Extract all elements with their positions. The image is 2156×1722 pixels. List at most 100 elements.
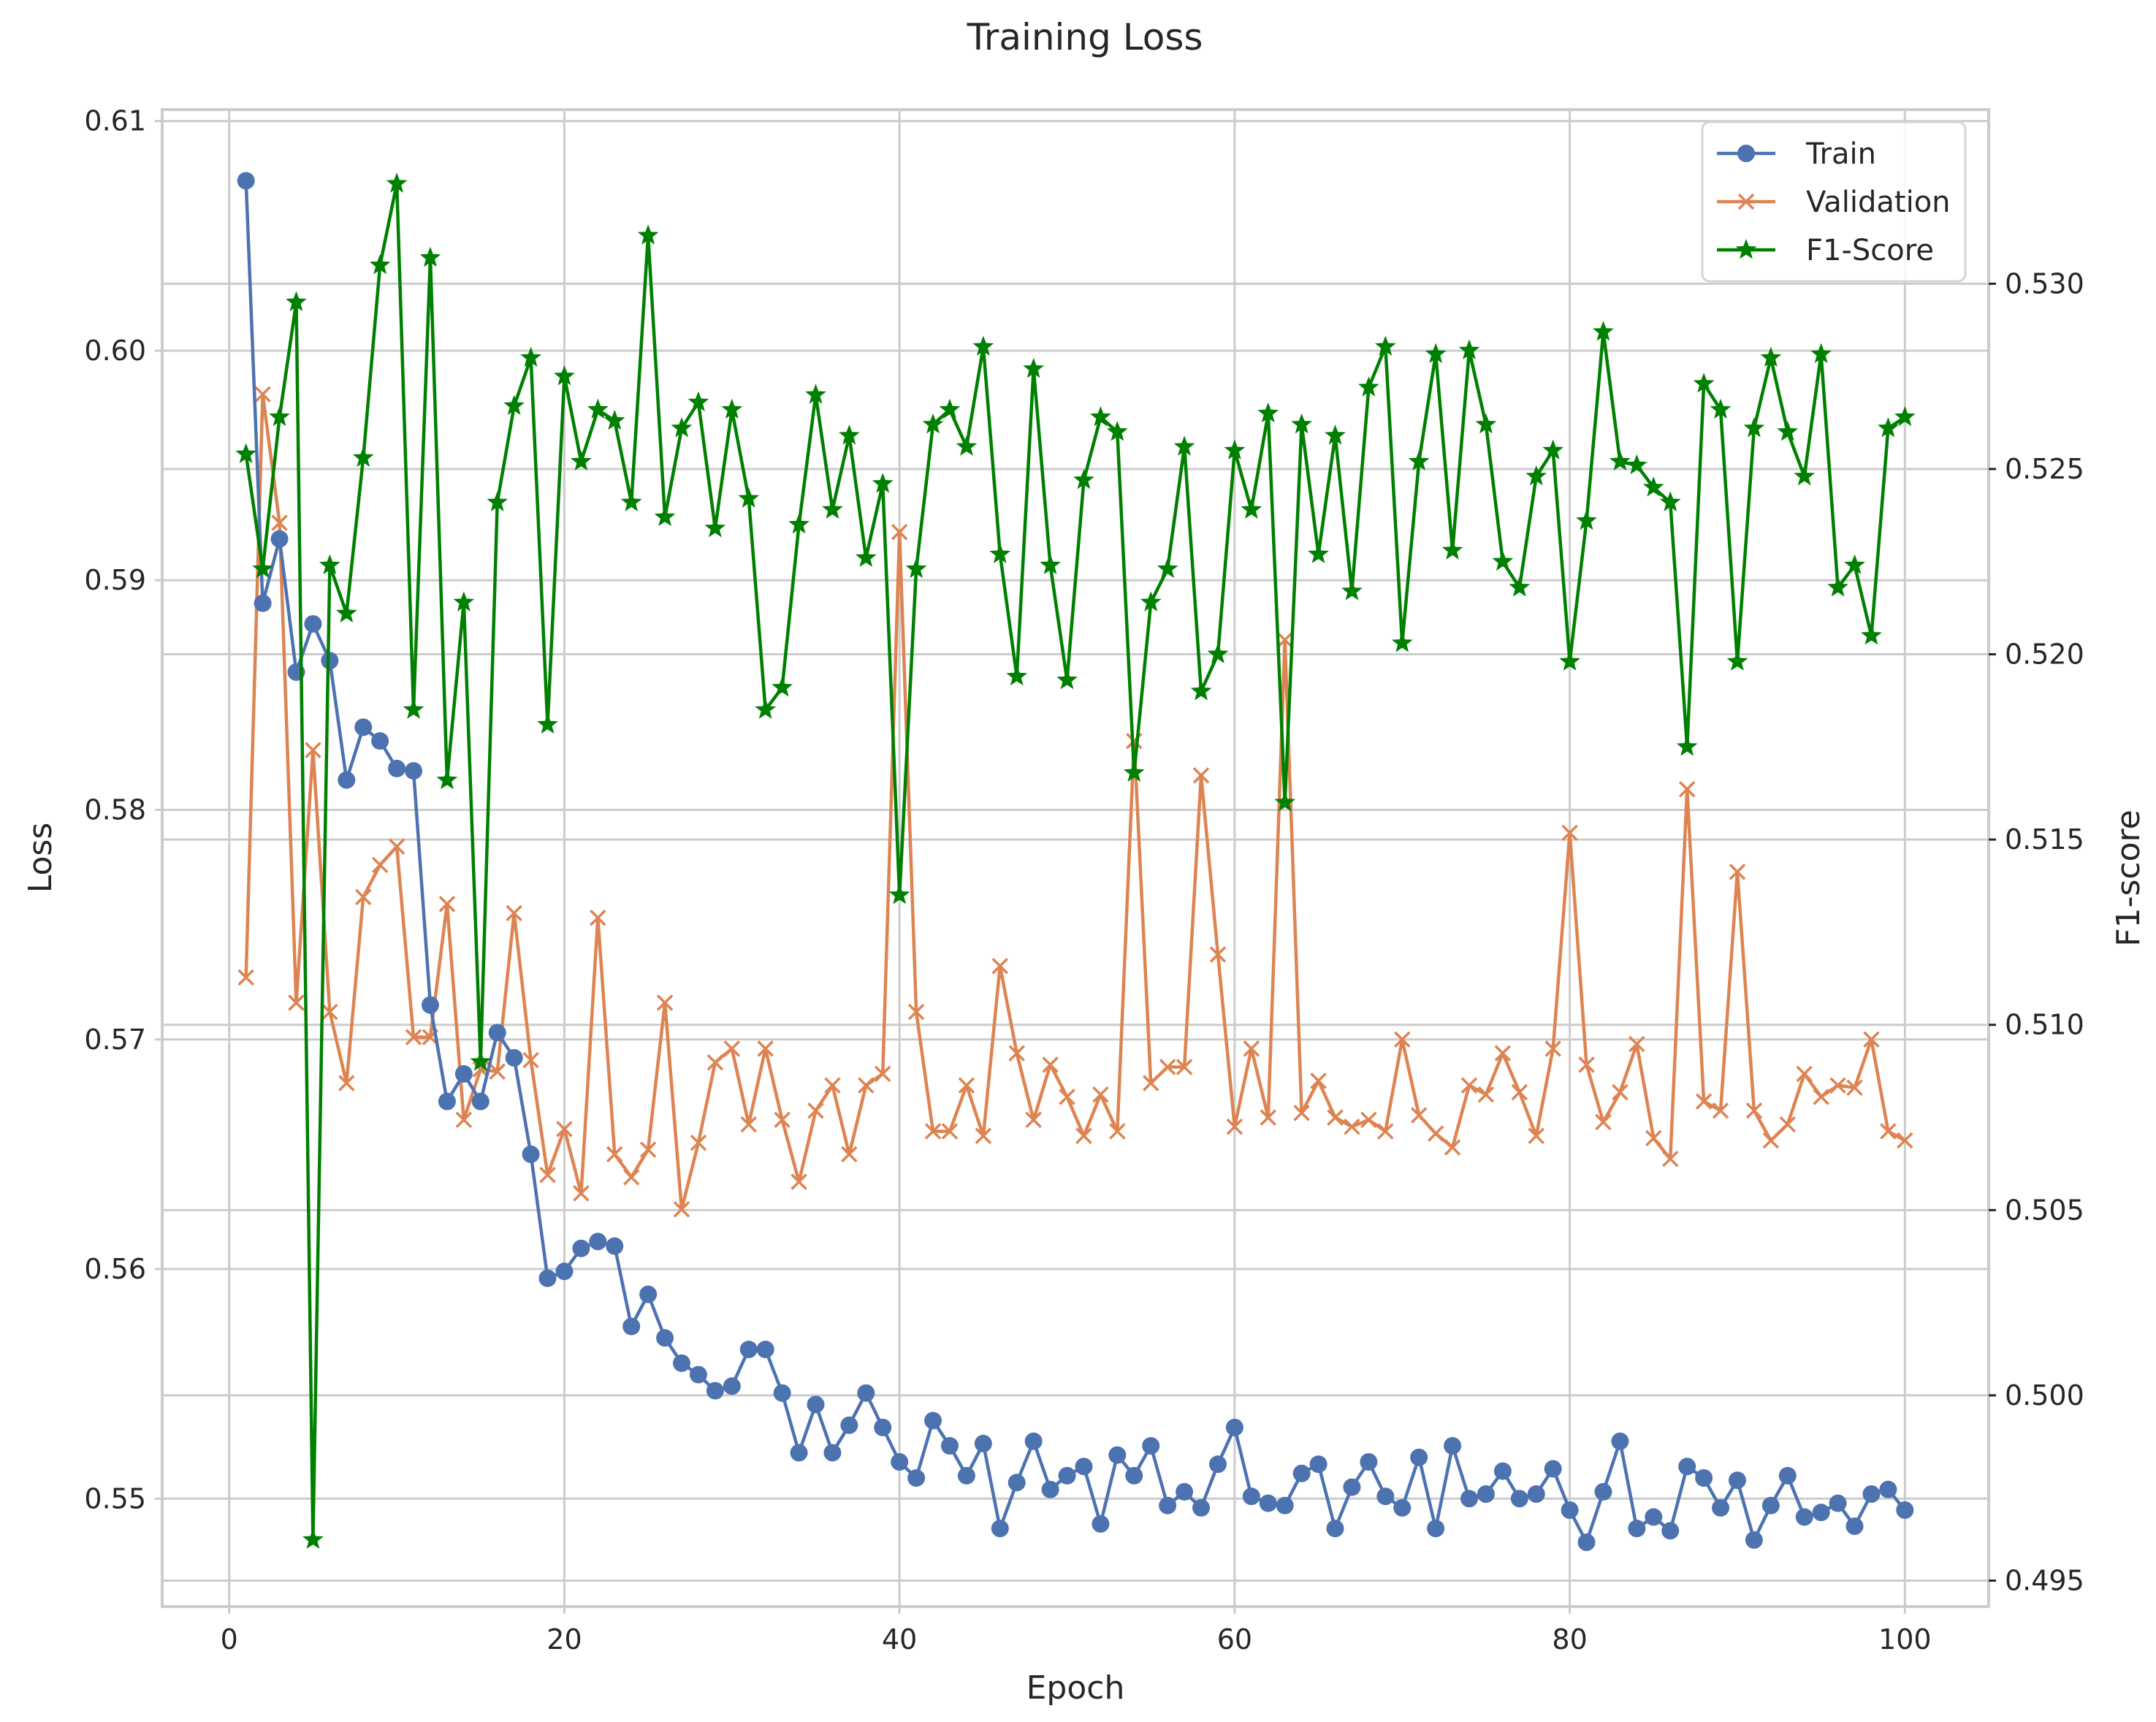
train-point bbox=[840, 1416, 858, 1434]
train-point bbox=[739, 1341, 758, 1359]
validation-point bbox=[723, 1040, 741, 1057]
f1-score-point bbox=[872, 473, 894, 493]
f1-score-point bbox=[822, 498, 843, 519]
validation-point bbox=[941, 1123, 959, 1140]
f1-score-point bbox=[1458, 339, 1480, 359]
f1-score-point bbox=[1140, 591, 1162, 612]
train-point bbox=[1024, 1432, 1043, 1450]
train-point bbox=[1343, 1478, 1361, 1496]
f1-score-point bbox=[1642, 476, 1664, 497]
train-point bbox=[1695, 1469, 1713, 1487]
validation-point bbox=[740, 1116, 757, 1133]
y-tick-label: 0.57 bbox=[84, 1024, 146, 1056]
train-point bbox=[1728, 1471, 1746, 1490]
f1-score-point bbox=[1173, 435, 1195, 456]
train-point bbox=[505, 1048, 523, 1067]
x-axis-ticks: 0 20 40 60 80 100 bbox=[221, 1607, 1932, 1656]
train-point bbox=[874, 1418, 892, 1436]
f1-score-point bbox=[1291, 413, 1313, 434]
f1-score-point bbox=[1425, 343, 1447, 364]
validation-point bbox=[1092, 1086, 1109, 1103]
validation-point bbox=[690, 1134, 707, 1151]
train-point bbox=[1444, 1437, 1462, 1455]
validation-point bbox=[1310, 1073, 1327, 1089]
train-point bbox=[438, 1092, 456, 1110]
validation-point bbox=[1678, 780, 1696, 798]
f1-score-point bbox=[1877, 417, 1899, 438]
validation-point bbox=[405, 1029, 422, 1045]
validation-point bbox=[271, 514, 288, 531]
f1-score-point bbox=[1894, 405, 1916, 427]
f1-score-point bbox=[1190, 680, 1212, 701]
f1-score-point bbox=[1475, 413, 1497, 434]
f1-score-point bbox=[838, 424, 860, 445]
validation-point bbox=[1779, 1116, 1797, 1133]
validation-point bbox=[891, 524, 908, 541]
train-point bbox=[304, 614, 322, 633]
train-point bbox=[1292, 1464, 1311, 1482]
validation-point bbox=[1293, 1105, 1310, 1121]
chart-title: Training Loss bbox=[967, 16, 1203, 58]
f1-score-point bbox=[1040, 554, 1062, 575]
f1-score-point bbox=[637, 224, 659, 245]
validation-point bbox=[673, 1201, 690, 1218]
validation-point bbox=[590, 909, 606, 926]
series-f1-score bbox=[235, 172, 1916, 1549]
train-point bbox=[1896, 1501, 1914, 1520]
validation-point bbox=[1528, 1127, 1544, 1144]
y2-tick-label: 0.495 bbox=[2005, 1564, 2084, 1596]
validation-point bbox=[924, 1123, 942, 1140]
validation-point bbox=[1846, 1079, 1863, 1096]
f1-score-point bbox=[972, 335, 994, 356]
f1-score-point bbox=[1241, 498, 1262, 519]
validation-line bbox=[244, 392, 1906, 1211]
train-point bbox=[1159, 1496, 1177, 1515]
train-point bbox=[940, 1437, 959, 1455]
train-point bbox=[555, 1262, 574, 1281]
validation-point bbox=[1880, 1123, 1897, 1140]
legend-entry-train: Train bbox=[1717, 137, 1876, 171]
train-point bbox=[1510, 1490, 1528, 1508]
y2-tick-label: 0.530 bbox=[2005, 267, 2084, 300]
y-tick-label: 0.55 bbox=[84, 1482, 146, 1515]
validation-point bbox=[1226, 1118, 1243, 1135]
train-point bbox=[656, 1329, 674, 1347]
train-point bbox=[723, 1377, 741, 1395]
train-point bbox=[488, 1024, 506, 1042]
validation-point bbox=[338, 1075, 355, 1092]
series-train bbox=[237, 172, 1914, 1552]
validation-point bbox=[706, 1054, 724, 1071]
validation-point bbox=[622, 1169, 640, 1186]
f1-score-point bbox=[1308, 543, 1329, 563]
train-point bbox=[1410, 1448, 1428, 1466]
train-point bbox=[907, 1469, 926, 1487]
legend-label-validation: Validation bbox=[1806, 186, 1951, 219]
f1-score-point bbox=[1609, 450, 1631, 471]
f1-score-point bbox=[1777, 421, 1799, 441]
validation-point bbox=[1460, 1077, 1478, 1094]
train-point bbox=[1761, 1496, 1780, 1515]
train-point bbox=[421, 996, 439, 1014]
train-point bbox=[974, 1434, 992, 1452]
f1-score-point bbox=[386, 172, 408, 193]
legend: Train Validation F1-Score bbox=[1701, 121, 1967, 283]
f1-score-point bbox=[721, 398, 743, 419]
f1-score-point bbox=[620, 491, 642, 511]
legend-label-train: Train bbox=[1805, 137, 1876, 171]
train-point bbox=[1041, 1480, 1059, 1498]
f1-score-point bbox=[704, 517, 726, 538]
validation-point bbox=[305, 742, 321, 759]
f1-score-point bbox=[520, 346, 542, 367]
y-tick-label: 0.60 bbox=[84, 335, 146, 367]
f1-score-point bbox=[687, 391, 709, 411]
f1-score-point bbox=[1827, 576, 1848, 597]
x-tick-label: 80 bbox=[1552, 1623, 1587, 1656]
y-tick-label: 0.56 bbox=[84, 1253, 146, 1285]
train-point bbox=[1493, 1462, 1512, 1480]
f1-score-point bbox=[772, 677, 793, 697]
validation-point bbox=[1629, 1035, 1645, 1053]
f1-score-point bbox=[319, 554, 340, 575]
series-validation bbox=[237, 386, 1913, 1218]
